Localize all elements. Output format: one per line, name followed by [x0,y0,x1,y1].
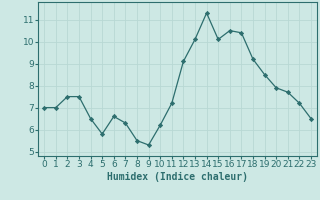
X-axis label: Humidex (Indice chaleur): Humidex (Indice chaleur) [107,172,248,182]
